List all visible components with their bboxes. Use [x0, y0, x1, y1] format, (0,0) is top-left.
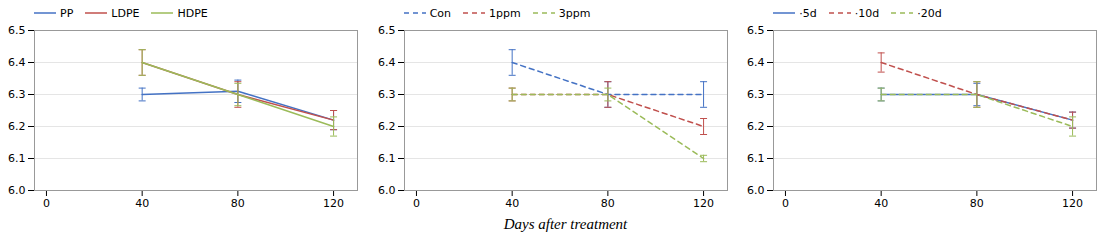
svg-text:6.5: 6.5 [747, 24, 765, 37]
svg-text:6.1: 6.1 [747, 152, 765, 165]
svg-text:6.0: 6.0 [378, 184, 396, 197]
html-text:·5d: ·5d [799, 6, 817, 20]
html-text:LDPE: LDPE [111, 6, 140, 20]
svg-text:6.2: 6.2 [378, 120, 396, 133]
svg-text:6.5: 6.5 [8, 24, 26, 37]
svg-text:0: 0 [413, 197, 420, 210]
svg-text:6.2: 6.2 [747, 120, 765, 133]
svg-text:0: 0 [782, 197, 789, 210]
svg-text:120: 120 [323, 197, 344, 210]
svg-text:6.3: 6.3 [8, 88, 26, 101]
svg-text:6.1: 6.1 [378, 152, 396, 165]
svg-text:80: 80 [970, 197, 984, 210]
svg-text:40: 40 [505, 197, 519, 210]
svg-text:6.1: 6.1 [8, 152, 26, 165]
svg-text:80: 80 [601, 197, 615, 210]
html-text:3ppm: 3ppm [558, 6, 591, 20]
svg-text:6.3: 6.3 [378, 88, 396, 101]
svg-text:6.2: 6.2 [8, 120, 26, 133]
svg-text:80: 80 [231, 197, 245, 210]
html-text:1ppm: 1ppm [489, 6, 521, 20]
html-text:PP: PP [60, 6, 74, 20]
svg-text:0: 0 [43, 197, 50, 210]
html-text:HDPE: HDPE [177, 6, 208, 20]
svg-text:120: 120 [1062, 197, 1083, 210]
svg-text:6.4: 6.4 [747, 56, 765, 69]
svg-text:6.5: 6.5 [378, 24, 396, 37]
svg-text:6.3: 6.3 [747, 88, 765, 101]
svg-text:6.4: 6.4 [378, 56, 396, 69]
html-text:·10d: ·10d [854, 6, 880, 20]
svg-text:120: 120 [693, 197, 714, 210]
html-text:Days after treatment: Days after treatment [503, 216, 628, 232]
svg-text:40: 40 [875, 197, 889, 210]
html-text:·20d: ·20d [917, 6, 942, 20]
svg-text:6.0: 6.0 [8, 184, 26, 197]
svg-text:6.4: 6.4 [8, 56, 26, 69]
html-text:Con: Con [429, 6, 452, 20]
svg-text:6.0: 6.0 [747, 184, 765, 197]
svg-text:40: 40 [135, 197, 149, 210]
